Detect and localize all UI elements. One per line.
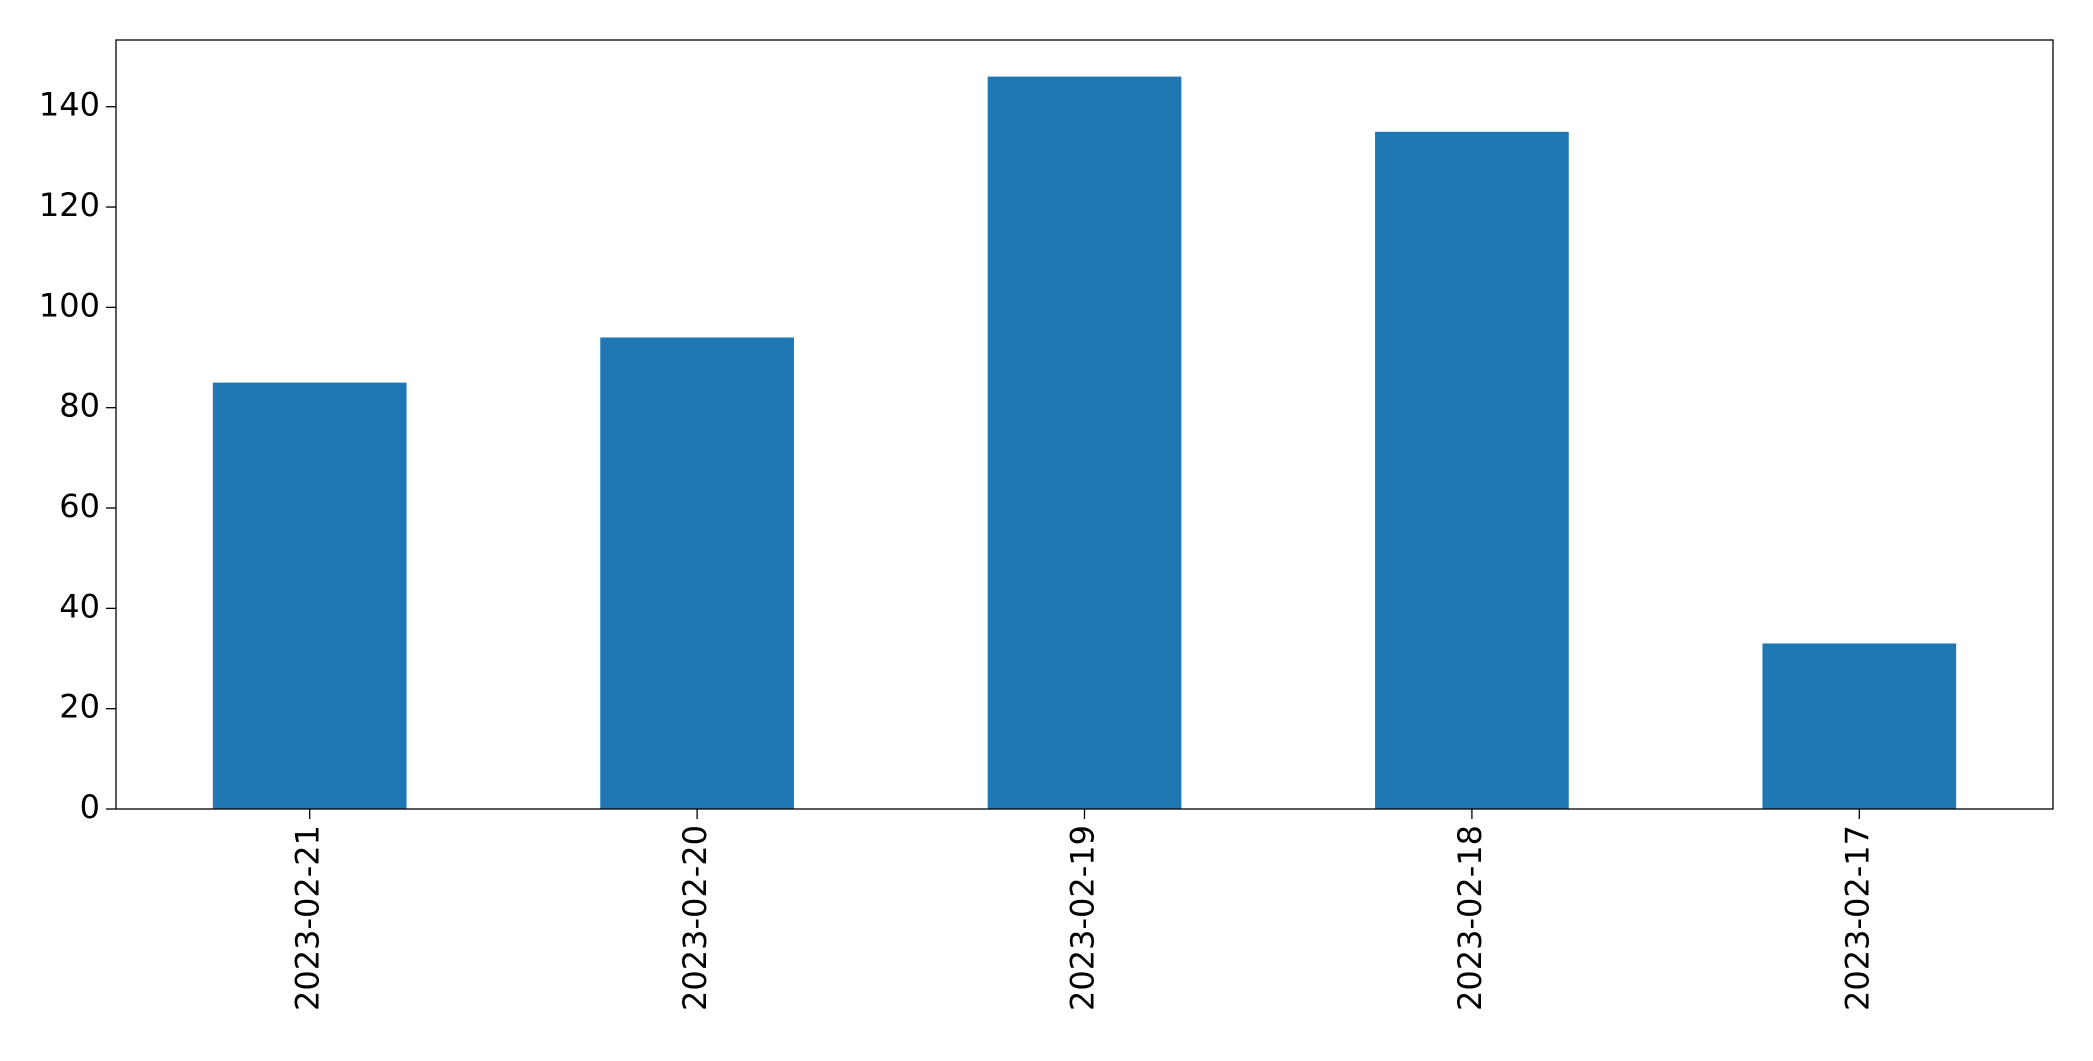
y-tick-label: 20	[59, 688, 100, 726]
x-tick-label: 2023-02-20	[676, 825, 714, 1011]
y-tick-label: 100	[39, 286, 100, 324]
y-tick-label: 0	[80, 788, 100, 826]
x-tick-label: 2023-02-18	[1451, 825, 1489, 1011]
bar	[1762, 643, 1957, 809]
x-tick-label: 2023-02-19	[1064, 825, 1102, 1011]
y-tick-label: 120	[39, 186, 100, 224]
bar	[987, 76, 1182, 810]
plot-frame	[115, 39, 2054, 810]
y-tick-label: 40	[59, 587, 100, 625]
bar	[212, 382, 407, 809]
x-tick-label: 2023-02-17	[1838, 825, 1876, 1011]
y-tick-label: 80	[59, 387, 100, 425]
y-tick-label: 140	[39, 86, 100, 124]
bar	[600, 337, 794, 809]
x-tick-label: 2023-02-21	[289, 825, 327, 1011]
bar	[1375, 131, 1569, 809]
y-tick-label: 60	[59, 487, 100, 525]
